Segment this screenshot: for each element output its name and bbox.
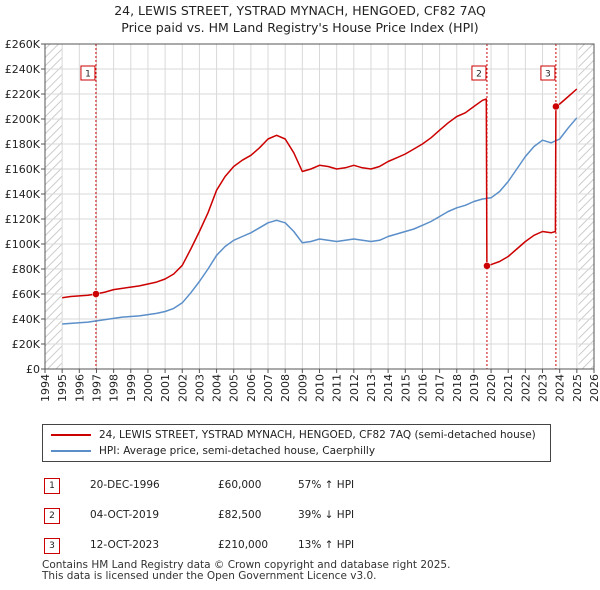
x-tick-label: 2009	[296, 374, 309, 402]
x-tick-label: 2002	[176, 374, 189, 402]
x-tick-label: 1995	[56, 374, 69, 402]
x-tick-label: 2008	[279, 374, 292, 402]
y-tick-label: £200K	[5, 113, 41, 126]
transaction-date: 12-OCT-2023	[90, 539, 159, 551]
property-series-line	[62, 88, 578, 299]
transaction-hpi-diff: 13% ↑ HPI	[298, 539, 355, 551]
x-tick-label: 2011	[331, 374, 344, 402]
x-tick-label: 1996	[73, 374, 86, 402]
transaction-price: £60,000	[218, 479, 262, 491]
sale-point	[552, 102, 560, 111]
x-tick-label: 2000	[142, 374, 155, 402]
legend-hpi: HPI: Average price, semi-detached house,…	[51, 443, 375, 459]
transaction-hpi-diff: 39% ↓ HPI	[298, 509, 355, 521]
x-tick-label: 2018	[451, 374, 464, 402]
legend-hpi-label: HPI: Average price, semi-detached house,…	[99, 445, 376, 457]
sale-label-box	[471, 65, 487, 81]
transaction-price: £82,500	[218, 509, 262, 521]
x-tick-label: 1999	[125, 374, 138, 402]
y-tick-label: £100K	[5, 238, 41, 251]
sale-label-text: 3	[545, 70, 551, 80]
y-tick-label: £140K	[5, 188, 41, 201]
x-tick-label: 2005	[228, 374, 241, 402]
x-tick-label: 2013	[365, 374, 378, 402]
x-tick-label: 2020	[485, 374, 498, 402]
hatched-region-after	[578, 44, 594, 369]
transaction-number: 3	[44, 538, 60, 554]
legend-property: 24, LEWIS STREET, YSTRAD MYNACH, HENGOED…	[51, 427, 536, 443]
chart-svg: 1 2 3 £0 £20K £40K £60K £80K £100K £120K £140K £16…	[5, 38, 600, 402]
footer-line-2: This data is licensed under the Open Gov…	[42, 570, 377, 582]
transaction-row: 1 20-DEC-1996 £60,000 57% ↑ HPI	[42, 476, 442, 496]
x-tick-label: 2003	[193, 374, 206, 402]
transaction-number: 1	[44, 478, 60, 494]
sale-label-box	[80, 65, 96, 81]
transaction-row: 2 04-OCT-2019 £82,500 39% ↓ HPI	[42, 506, 442, 526]
x-tick-label: 1994	[39, 374, 52, 402]
x-tick-label: 2010	[314, 374, 327, 402]
y-tick-label: £40K	[12, 313, 41, 326]
x-tick-label: 2006	[245, 374, 258, 402]
y-tick-label: £120K	[5, 213, 41, 226]
x-tick-label: 2012	[348, 374, 361, 402]
chart-title: 24, LEWIS STREET, YSTRAD MYNACH, HENGOED…	[0, 2, 600, 36]
x-tick-label: 1998	[108, 374, 121, 402]
footer-line-1: Contains HM Land Registry data © Crown c…	[42, 559, 451, 571]
legend-property-label: 24, LEWIS STREET, YSTRAD MYNACH, HENGOED…	[99, 429, 536, 441]
sale-label-text: 1	[85, 70, 91, 80]
x-tick-label: 2026	[588, 374, 600, 402]
y-tick-label: £220K	[5, 88, 41, 101]
transaction-row: 3 12-OCT-2023 £210,000 13% ↑ HPI	[42, 536, 442, 556]
footer: Contains HM Land Registry data © Crown c…	[42, 560, 450, 582]
x-tick-label: 2022	[519, 374, 532, 402]
x-tick-label: 2021	[502, 374, 515, 402]
x-tick-label: 2001	[159, 374, 172, 402]
y-tick-label: £240K	[5, 63, 41, 76]
hpi-series-line	[62, 117, 578, 325]
transaction-number: 2	[44, 508, 60, 524]
legend-property-swatch	[51, 434, 91, 436]
legend: 24, LEWIS STREET, YSTRAD MYNACH, HENGOED…	[42, 424, 551, 462]
x-tick-label: 2025	[571, 374, 584, 402]
x-tick-label: 2017	[434, 374, 447, 402]
transaction-date: 20-DEC-1996	[90, 479, 160, 491]
legend-hpi-swatch	[51, 450, 91, 452]
transaction-date: 04-OCT-2019	[90, 509, 159, 521]
x-tick-label: 2004	[211, 374, 224, 402]
y-tick-label: £80K	[12, 263, 41, 276]
y-tick-label: £160K	[5, 163, 41, 176]
sale-label-text: 2	[476, 70, 482, 80]
x-tick-label: 2007	[262, 374, 275, 402]
x-tick-label: 2016	[416, 374, 429, 402]
sale-label-box	[540, 65, 556, 81]
x-tick-label: 2024	[554, 374, 567, 402]
y-tick-label: £0	[26, 363, 40, 376]
y-tick-label: £180K	[5, 138, 41, 151]
x-tick-label: 2019	[468, 374, 481, 402]
transaction-hpi-diff: 57% ↑ HPI	[298, 479, 355, 491]
x-tick-label: 2023	[537, 374, 550, 402]
x-tick-label: 1997	[90, 374, 103, 402]
sale-point	[483, 262, 491, 270]
hatched-region-before	[45, 44, 63, 369]
title-line-2: Price paid vs. HM Land Registry's House …	[121, 20, 479, 35]
y-tick-label: £20K	[12, 338, 41, 351]
x-tick-label: 2015	[399, 374, 412, 402]
title-line-1: 24, LEWIS STREET, YSTRAD MYNACH, HENGOED…	[114, 3, 486, 18]
y-tick-label: £260K	[5, 38, 41, 51]
x-tick-label: 2014	[382, 374, 395, 402]
transaction-price: £210,000	[218, 539, 269, 551]
y-tick-label: £60K	[12, 288, 41, 301]
sale-point	[92, 290, 100, 298]
